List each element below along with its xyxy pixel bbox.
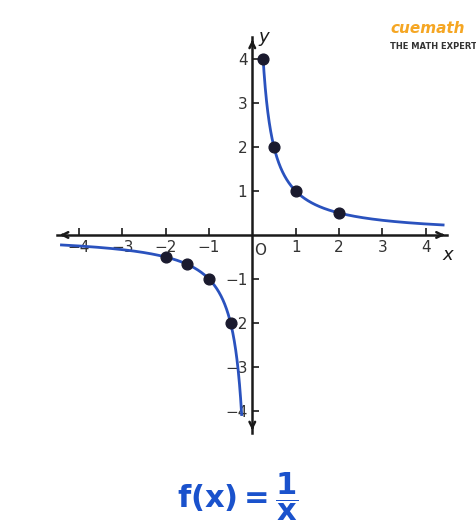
Point — [335, 209, 343, 217]
Text: THE MATH EXPERT: THE MATH EXPERT — [390, 42, 476, 51]
Point — [259, 55, 267, 63]
Point — [162, 253, 169, 261]
Point — [270, 143, 278, 151]
Point — [183, 260, 191, 269]
Point — [227, 319, 234, 327]
Text: y: y — [259, 28, 269, 46]
Text: cuemath: cuemath — [390, 21, 465, 36]
Text: $\mathbf{f(x) = \dfrac{1}{x}}$: $\mathbf{f(x) = \dfrac{1}{x}}$ — [177, 470, 299, 523]
Point — [292, 187, 299, 195]
Text: O: O — [255, 243, 267, 258]
Point — [205, 275, 213, 283]
Text: x: x — [442, 246, 453, 264]
